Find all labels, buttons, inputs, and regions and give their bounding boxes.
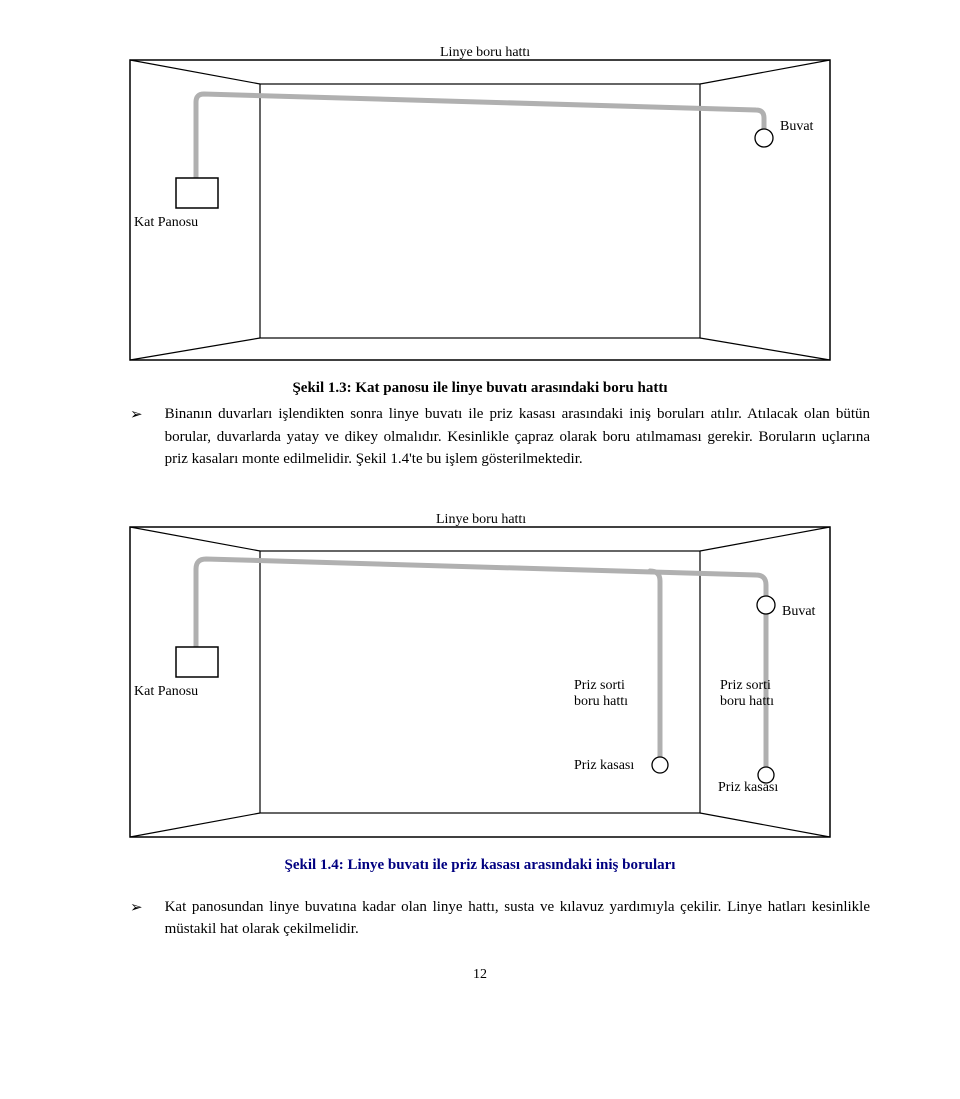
bullet-arrow-icon: ➢ — [130, 897, 143, 920]
fig1-label-linye: Linye boru hattı — [440, 45, 530, 60]
fig1-label-kat-panosu: Kat Panosu — [134, 215, 198, 230]
figure-1-caption: Şekil 1.3: Kat panosu ile linye buvatı a… — [70, 380, 890, 397]
fig2-label-priz-sorti-inner-l1: Priz sorti — [574, 678, 625, 693]
fig2-label-priz-sorti-outer-l2: boru hattı — [720, 694, 774, 709]
fig2-label-buvat: Buvat — [782, 604, 816, 619]
fig2-label-priz-sorti-outer-l1: Priz sorti — [720, 678, 771, 693]
fig2-label-priz-sorti-inner-l2: boru hattı — [574, 694, 628, 709]
paragraph-1-text: Binanın duvarları işlendikten sonra liny… — [165, 403, 870, 471]
paragraph-2-text: Kat panosundan linye buvatına kadar olan… — [165, 896, 870, 941]
figure-1-room-pipe-diagram: Linye boru hattı Buvat Kat Panosu — [120, 30, 840, 370]
fig2-label-priz-kasasi-inner: Priz kasası — [574, 758, 634, 773]
fig2-label-priz-kasasi-outer: Priz kasası — [718, 780, 778, 795]
figure-2-caption: Şekil 1.4: Linye buvatı ile priz kasası … — [70, 857, 890, 874]
fig2-label-kat-panosu: Kat Panosu — [134, 684, 198, 699]
fig1-label-buvat: Buvat — [780, 119, 814, 134]
figure-2-svg: Linye boru hattı Buvat Kat Panosu Priz s… — [120, 497, 840, 847]
paragraph-2-block: ➢ Kat panosundan linye buvatına kadar ol… — [70, 896, 890, 941]
fig2-label-linye: Linye boru hattı — [436, 512, 526, 527]
figure-2-room-pipe-diagram: Linye boru hattı Buvat Kat Panosu Priz s… — [120, 497, 840, 847]
figure-1-svg: Linye boru hattı Buvat Kat Panosu — [120, 30, 840, 370]
paragraph-1-block: ➢ Binanın duvarları işlendikten sonra li… — [70, 403, 890, 471]
page-number: 12 — [70, 967, 890, 983]
bullet-arrow-icon: ➢ — [130, 404, 143, 427]
